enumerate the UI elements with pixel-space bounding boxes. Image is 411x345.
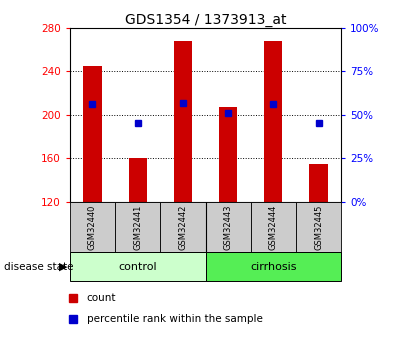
Bar — [70, 252, 206, 281]
Text: GSM32444: GSM32444 — [269, 204, 278, 249]
Bar — [174, 41, 192, 202]
Title: GDS1354 / 1373913_at: GDS1354 / 1373913_at — [125, 12, 286, 27]
Bar — [160, 202, 206, 252]
Text: GSM32445: GSM32445 — [314, 204, 323, 249]
Bar — [206, 202, 251, 252]
Bar — [309, 164, 328, 202]
Text: count: count — [87, 293, 116, 303]
Text: GSM32442: GSM32442 — [178, 204, 187, 249]
Bar — [115, 202, 160, 252]
Text: cirrhosis: cirrhosis — [250, 262, 297, 272]
Text: GSM32441: GSM32441 — [133, 204, 142, 249]
Bar — [129, 158, 147, 202]
Text: control: control — [118, 262, 157, 272]
Text: percentile rank within the sample: percentile rank within the sample — [87, 314, 263, 324]
Text: GSM32440: GSM32440 — [88, 204, 97, 249]
Bar — [206, 252, 341, 281]
Text: GSM32443: GSM32443 — [224, 204, 233, 249]
Text: disease state: disease state — [4, 262, 74, 272]
Text: ▶: ▶ — [60, 262, 68, 272]
Bar — [251, 202, 296, 252]
Bar — [70, 202, 115, 252]
Bar — [219, 107, 237, 202]
Bar — [296, 202, 341, 252]
Bar — [264, 41, 282, 202]
Bar — [83, 66, 102, 202]
